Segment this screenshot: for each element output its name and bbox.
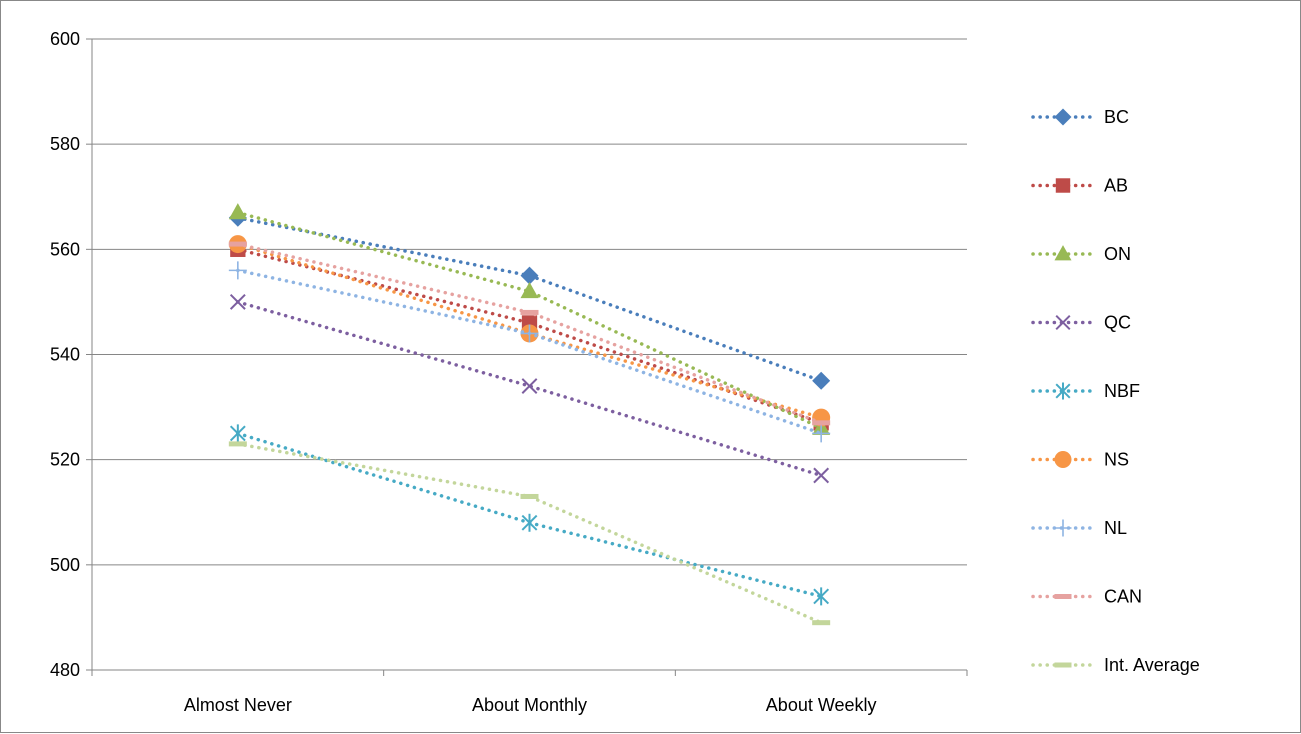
x-tick-label: About Monthly [472, 695, 587, 715]
legend-label: Int. Average [1104, 655, 1200, 675]
legend-marker [1055, 382, 1071, 400]
y-tick-label: 500 [50, 555, 80, 575]
data-point-nbf [229, 424, 246, 443]
data-point-int-average [520, 493, 539, 499]
legend-marker [1054, 594, 1072, 599]
data-point-bc [520, 266, 539, 285]
data-point-nl [812, 424, 831, 443]
data-point-nbf [521, 513, 538, 532]
legend-label: NL [1104, 518, 1127, 538]
data-point-int-average [228, 441, 247, 447]
legend-marker [1054, 451, 1072, 468]
series-line-on [236, 210, 823, 430]
legend-label: NBF [1104, 381, 1140, 401]
legend-item-on: ON [1031, 244, 1131, 264]
series-nl [228, 261, 831, 443]
y-tick-label: 520 [50, 450, 80, 470]
legend-item-nbf: NBF [1031, 381, 1140, 401]
legend-item-bc: BC [1031, 107, 1129, 127]
legend-item-ns: NS [1031, 450, 1129, 470]
data-point-qc [521, 378, 538, 394]
data-point-qc [813, 467, 830, 484]
legend-marker [1054, 519, 1072, 537]
legend-marker [1055, 314, 1071, 331]
legend-label: AB [1104, 176, 1128, 196]
series-can [228, 241, 831, 426]
legend-marker [1055, 178, 1071, 193]
data-point-nl [228, 261, 247, 280]
legend-label: CAN [1104, 587, 1142, 607]
x-tick-label: About Weekly [766, 695, 877, 715]
data-point-qc [229, 294, 246, 310]
legend-marker [1054, 662, 1072, 668]
gridlines [92, 38, 967, 566]
y-tick-label: 480 [50, 660, 80, 680]
data-point-bc [812, 371, 831, 390]
data-point-on [228, 203, 247, 220]
series-line-bc [236, 216, 823, 383]
legend-item-can: CAN [1031, 587, 1142, 607]
legend-item-int-average: Int. Average [1031, 655, 1200, 675]
legend-label: ON [1104, 244, 1131, 264]
series-int-average [228, 441, 831, 626]
data-point-int-average [812, 620, 831, 626]
legend-item-qc: QC [1031, 313, 1131, 333]
y-tick-label: 580 [50, 134, 80, 154]
series-line-ab [236, 247, 823, 425]
series-nbf [229, 424, 830, 606]
series-line-int-average [236, 442, 823, 625]
y-tick-label: 540 [50, 345, 80, 365]
data-point-nl [520, 324, 539, 343]
legend-item-ab: AB [1031, 176, 1128, 196]
data-point-on [520, 281, 539, 299]
legend-label: BC [1104, 107, 1129, 127]
data-point-nbf [813, 587, 830, 606]
data-point-can [228, 241, 247, 247]
legend-label: QC [1104, 313, 1131, 333]
data-point-can [520, 309, 539, 315]
legend-marker [1054, 245, 1072, 261]
legend: BC AB ON QC NBF NS NL CAN Int. Average [1031, 107, 1200, 675]
y-tick-label: 600 [50, 29, 80, 49]
legend-label: NS [1104, 450, 1129, 470]
y-tick-label: 560 [50, 239, 80, 259]
legend-item-nl: NL [1031, 518, 1127, 538]
series-qc [229, 294, 830, 484]
x-tick-label: Almost Never [184, 695, 292, 715]
data-point-can [812, 420, 831, 426]
legend-marker [1054, 108, 1072, 126]
